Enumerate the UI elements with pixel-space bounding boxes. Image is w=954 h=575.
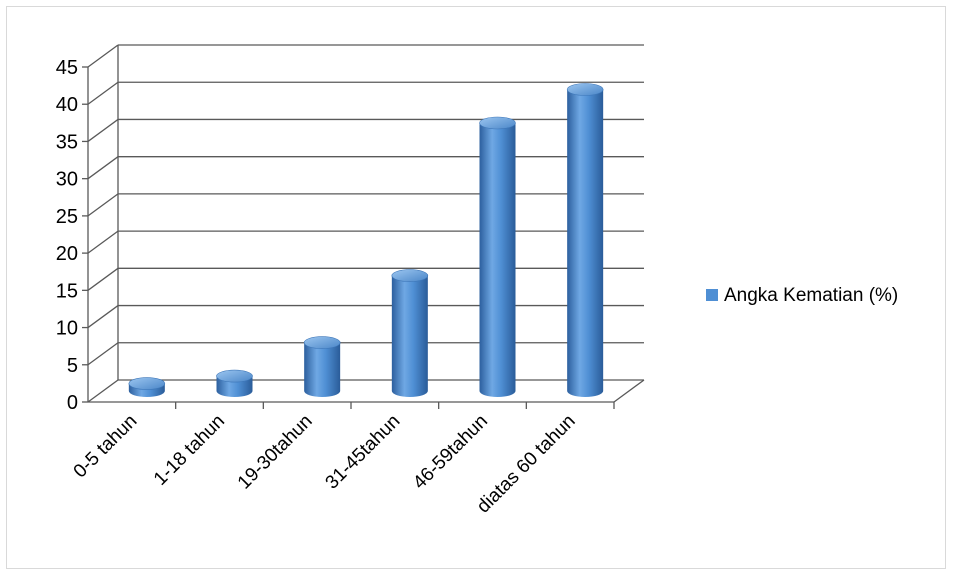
gridline-side [87, 118, 119, 142]
grid [87, 44, 644, 403]
bar [128, 377, 166, 397]
bars [128, 83, 604, 398]
gridline-side [87, 193, 119, 217]
bar [566, 83, 604, 398]
chart-frame [6, 6, 946, 569]
y-tick-label: 20 [56, 243, 78, 265]
bar-body [479, 123, 516, 398]
y-tick-label: 40 [56, 94, 78, 116]
bar-body [304, 342, 341, 398]
y-tick-label: 15 [56, 280, 78, 302]
legend-label: Angka Kematian (%) [724, 285, 898, 306]
legend-swatch [706, 289, 718, 301]
floor-edge [613, 379, 645, 403]
gridline-side [87, 305, 119, 329]
x-tick-label: 31-45tahun [322, 411, 405, 494]
y-tick-label: 35 [56, 131, 78, 153]
axes [82, 45, 645, 409]
bar [216, 369, 253, 398]
gridline-side [87, 267, 119, 291]
bar-cap [216, 369, 253, 383]
bar-cap [303, 336, 341, 349]
bar-cap [391, 269, 429, 282]
bar [479, 116, 516, 398]
gridline-side [87, 379, 119, 403]
y-tick-label: 5 [67, 355, 78, 377]
y-tick-label: 45 [56, 57, 78, 79]
bar [391, 269, 429, 398]
x-tick-label: 1-18 tahun [150, 411, 229, 490]
y-tick-label: 30 [56, 169, 78, 191]
y-tick-label: 25 [56, 206, 78, 228]
bar-body [567, 89, 604, 398]
gridline-side [87, 342, 119, 366]
legend: Angka Kematian (%) [706, 285, 898, 306]
y-tick-label: 0 [67, 392, 78, 414]
bar-body [391, 275, 428, 398]
bar-cap [128, 377, 166, 390]
gridline-side [87, 230, 119, 254]
bar-cap [479, 116, 516, 130]
x-tick-label: 0-5 tahun [70, 411, 142, 483]
x-tick-label: 19-30tahun [234, 411, 317, 494]
gridline-side [87, 81, 119, 105]
bar-cap [566, 83, 604, 96]
y-tick-label: 10 [56, 318, 78, 340]
gridline-side [87, 156, 119, 180]
bar [303, 336, 341, 398]
gridline-side [87, 44, 119, 68]
x-tick-label: 46-59tahun [409, 411, 492, 494]
